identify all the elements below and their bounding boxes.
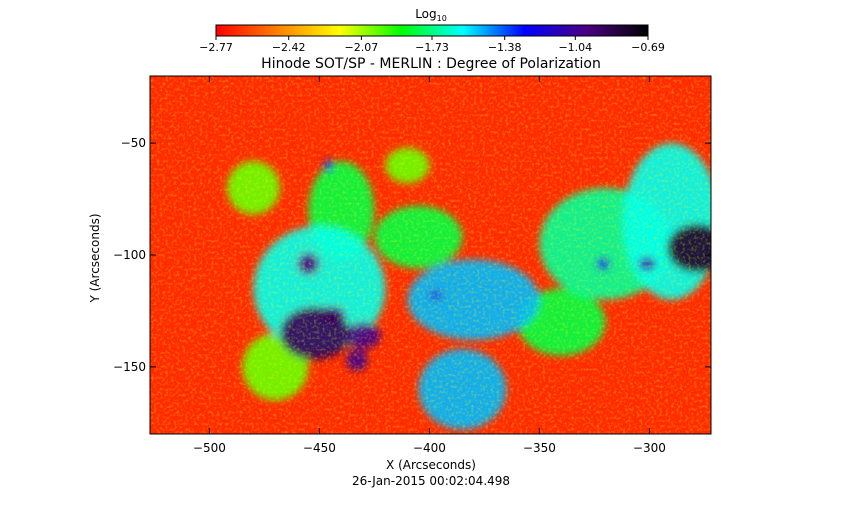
colorbar-tick-label: −1.73 — [415, 41, 449, 54]
colorbar-ticks: −2.77 −2.42 −2.07 −1.73 −1.38 −1.04 −0.69 — [199, 36, 665, 54]
colorbar-tick-label: −0.69 — [631, 41, 665, 54]
x-tick-label: −300 — [633, 441, 666, 455]
colorbar-tick-label: −2.77 — [199, 41, 233, 54]
x-axis-label: X (Arcseconds) — [386, 458, 476, 472]
x-tick-label: −500 — [193, 441, 226, 455]
y-tick-label: −100 — [113, 248, 146, 262]
colorbar — [215, 24, 649, 37]
x-tick-label: −400 — [413, 441, 446, 455]
x-axis: −500 −450 −400 −350 −300 — [193, 76, 666, 455]
timestamp: 26-Jan-2015 00:02:04.498 — [352, 474, 510, 488]
heatmap-texture — [150, 76, 711, 434]
y-axis-label: Y (Arcseconds) — [88, 213, 102, 303]
plot-area — [150, 76, 711, 434]
chart-title: Hinode SOT/SP - MERLIN : Degree of Polar… — [261, 56, 601, 72]
y-tick-label: −50 — [121, 136, 146, 150]
y-tick-label: −150 — [113, 360, 146, 374]
colorbar-tick-label: −2.07 — [345, 41, 379, 54]
y-axis: −50 −100 −150 — [113, 136, 711, 374]
colorbar-tick-label: −1.04 — [558, 41, 592, 54]
colorbar-title: Log10 — [415, 7, 447, 23]
colorbar-tick-label: −2.42 — [272, 41, 306, 54]
x-tick-label: −350 — [523, 441, 556, 455]
colorbar-tick-label: −1.38 — [488, 41, 522, 54]
x-tick-label: −450 — [303, 441, 336, 455]
